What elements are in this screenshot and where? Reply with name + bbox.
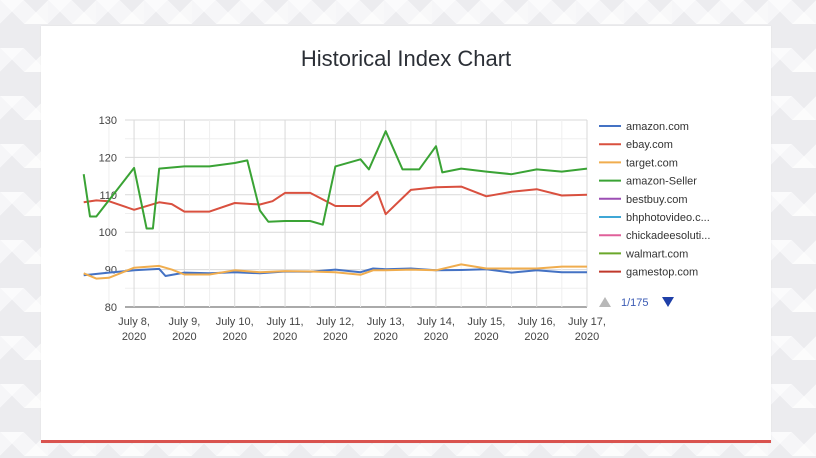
x-tick-label: 2020 [273, 331, 297, 343]
series-line-target-com [83, 263, 587, 280]
y-tick-label: 110 [99, 190, 117, 202]
x-tick-label: July 13, [367, 316, 405, 328]
x-tick-label: 2020 [122, 331, 146, 343]
legend-pager: 1/175 [599, 297, 674, 309]
y-tick-label: 120 [99, 152, 117, 164]
legend-label: amazon-Seller [626, 176, 697, 188]
x-tick-label: July 8, [118, 316, 150, 328]
x-tick-label: 2020 [172, 331, 196, 343]
legend-label: ebay.com [626, 139, 673, 151]
legend-label: walmart.com [625, 248, 688, 260]
x-tick-label: July 12, [316, 316, 354, 328]
x-tick-label: 2020 [323, 331, 347, 343]
x-tick-label: July 15, [467, 316, 505, 328]
chart-title: Historical Index Chart [300, 46, 512, 71]
x-tick-label: 2020 [424, 331, 448, 343]
legend-label: bestbuy.com [626, 194, 688, 206]
y-tick-label: 130 [99, 115, 117, 127]
x-tick-label: 2020 [575, 331, 599, 343]
series-line-ebay-com [83, 185, 588, 216]
legend-next-icon[interactable] [662, 297, 674, 307]
legend-label: gamestop.com [626, 267, 698, 279]
y-tick-label: 100 [99, 227, 117, 239]
legend-label: bhphotovideo.c... [626, 212, 710, 224]
chart-card: Historical Index Chart 80 90 100 110 120 130 … [41, 26, 771, 443]
series-lines [82, 130, 588, 280]
legend-prev-icon[interactable] [599, 297, 611, 307]
x-tick-label: 2020 [222, 331, 246, 343]
series-line-amazon-seller [82, 130, 588, 230]
legend-label: amazon.com [626, 121, 689, 133]
x-tick-label: 2020 [524, 331, 548, 343]
x-tick-label: July 10, [216, 316, 254, 328]
x-tick-label: July 9, [168, 316, 200, 328]
x-tick-label: July 11, [266, 316, 303, 328]
legend-label: chickadeesoluti... [626, 230, 710, 242]
chart-grid [108, 119, 588, 308]
series-line-amazon-com [83, 267, 587, 277]
x-axis: July 8, 2020 July 9, 2020 July 10, 2020 July 1… [118, 316, 606, 343]
x-tick-label: July 17, [568, 316, 606, 328]
y-tick-label: 80 [105, 302, 117, 314]
x-tick-label: 2020 [373, 331, 397, 343]
legend: amazon.com ebay.com target.com amazon-Selle… [599, 121, 710, 279]
legend-label: target.com [626, 157, 678, 169]
x-tick-label: 2020 [474, 331, 498, 343]
legend-page-indicator: 1/175 [621, 297, 649, 309]
x-tick-label: July 14, [417, 316, 455, 328]
x-tick-label: July 16, [518, 316, 556, 328]
